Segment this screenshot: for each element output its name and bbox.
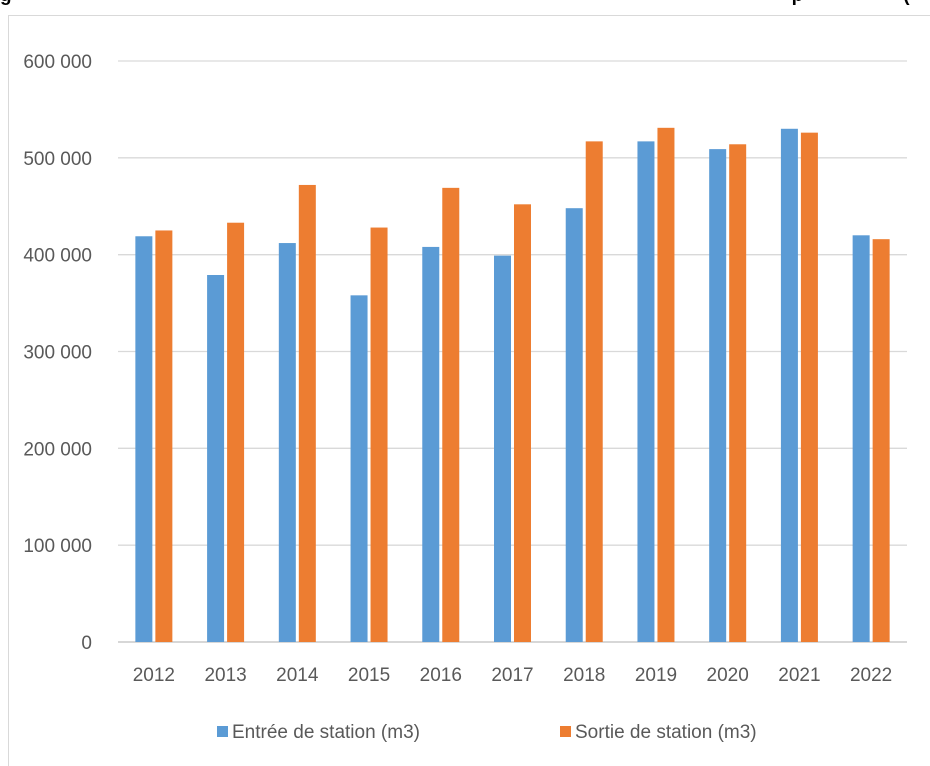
x-tick-label: 2017	[491, 665, 533, 686]
bar-entree	[278, 243, 296, 642]
x-tick-label: 2020	[707, 665, 749, 686]
y-tick-label: 100 000	[23, 536, 92, 557]
bar-sortie	[155, 230, 173, 643]
x-axis-tick-labels: 2012 2013 2014 2015 2016 2017 2018 2019 2020 2021…	[133, 665, 893, 686]
bar-sortie	[227, 222, 245, 642]
x-tick-label: 2018	[563, 665, 605, 686]
legend: Entrée de station (m3) Sortie de station …	[217, 722, 757, 743]
x-tick-label: 2021	[778, 665, 820, 686]
x-tick-label: 2022	[850, 665, 892, 686]
x-tick-label: 2014	[276, 665, 319, 686]
cropped-figure-title: g p (	[0, 0, 930, 6]
bar-sortie	[872, 239, 890, 642]
legend-swatch	[560, 726, 571, 737]
bar-entree	[494, 255, 511, 642]
bar-sortie	[800, 132, 818, 642]
x-tick-label: 2015	[348, 665, 390, 686]
y-tick-label: 200 000	[23, 439, 92, 460]
bar-sortie	[370, 227, 388, 642]
bar-sortie	[514, 204, 531, 642]
bars	[135, 127, 890, 643]
x-tick-label: 2013	[204, 665, 246, 686]
bar-sortie	[298, 184, 316, 643]
x-tick-label: 2016	[420, 665, 462, 686]
x-tick-label: 2019	[635, 665, 677, 686]
y-tick-label: 300 000	[23, 343, 92, 364]
bar-entree	[207, 275, 225, 642]
legend-label: Entrée de station (m3)	[232, 722, 420, 743]
legend-swatch	[217, 726, 228, 737]
bar-entree	[350, 295, 368, 642]
bar-sortie	[729, 144, 747, 642]
bar-entree	[422, 246, 440, 643]
y-axis-tick-labels: 0 100 000 200 000 300 000 400 000 500 000 600 …	[23, 52, 92, 654]
bar-entree	[852, 235, 870, 643]
title-fragment-left: g	[0, 0, 12, 6]
bar-entree	[709, 149, 727, 642]
y-tick-label: 500 000	[23, 149, 92, 170]
legend-label: Sortie de station (m3)	[575, 722, 757, 743]
bar-sortie	[442, 187, 460, 642]
y-tick-label: 400 000	[23, 246, 92, 267]
bar-entree	[780, 128, 798, 643]
x-tick-label: 2012	[133, 665, 175, 686]
y-tick-label: 600 000	[23, 52, 92, 73]
chart-frame	[8, 15, 930, 766]
title-fragment-mid: p	[792, 0, 804, 6]
bar-entree	[565, 208, 583, 643]
bar-sortie	[657, 127, 675, 642]
y-tick-label: 0	[81, 633, 92, 654]
bar-entree	[135, 236, 153, 643]
bar-sortie	[585, 141, 603, 642]
gridlines	[118, 60, 907, 643]
bar-entree	[637, 141, 655, 642]
title-fragment-right: (	[903, 0, 909, 6]
